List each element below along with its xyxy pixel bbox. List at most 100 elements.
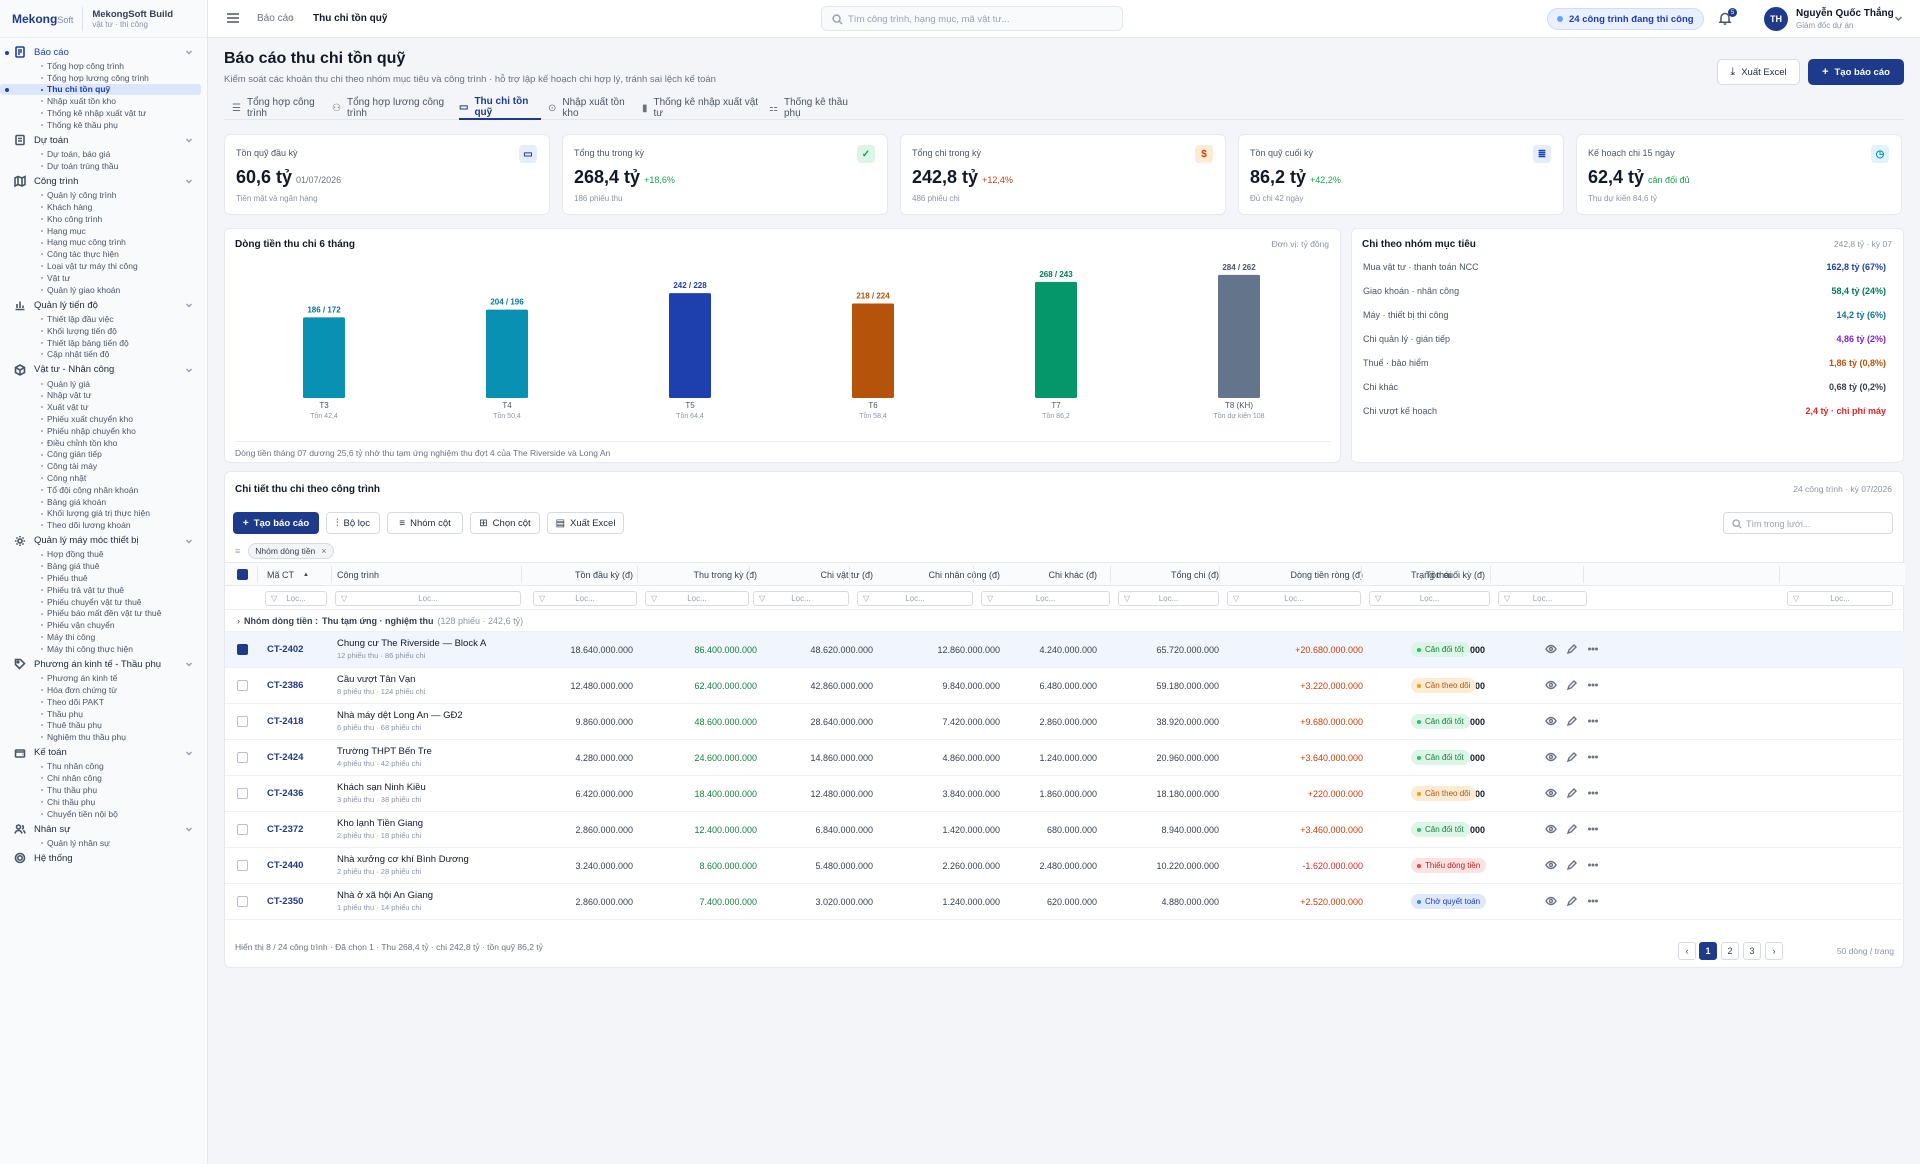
prev-page-button[interactable]: ‹	[1678, 942, 1696, 960]
sidebar-item[interactable]: Tổng hợp công trình	[0, 60, 207, 72]
sidebar-item[interactable]: Theo dõi lương khoán	[0, 519, 207, 531]
eye-icon[interactable]	[1545, 823, 1557, 835]
more-icon[interactable]	[1587, 859, 1599, 871]
chevron-down-icon[interactable]	[185, 48, 193, 56]
sidebar-item[interactable]: Quản lý nhân sự	[0, 837, 207, 849]
eye-icon[interactable]	[1545, 787, 1557, 799]
logo[interactable]: MekongSoft	[12, 11, 74, 26]
sidebar-item[interactable]: Thu nhân công	[0, 761, 207, 773]
sidebar-item[interactable]: Tổng hợp lương công trình	[0, 72, 207, 84]
column-header-3[interactable]: Thu trong kỳ (đ)	[693, 570, 757, 580]
sidebar-item[interactable]: Theo dõi PAKT	[0, 696, 207, 708]
bell-icon[interactable]	[1718, 11, 1732, 25]
edit-icon[interactable]	[1566, 787, 1578, 799]
column-filter-input[interactable]: ▽ Lọc...	[1369, 591, 1490, 606]
column-header-9[interactable]: Tồn cuối kỳ (đ)	[1425, 570, 1485, 580]
eye-icon[interactable]	[1545, 643, 1557, 655]
sidebar-item[interactable]: Loại vật tư máy thi công	[0, 260, 207, 272]
page-button-1[interactable]: 1	[1699, 942, 1717, 960]
sidebar-item[interactable]: Công nhật	[0, 472, 207, 484]
project-code-link[interactable]: CT-2436	[267, 788, 304, 799]
chevron-down-icon[interactable]	[185, 366, 193, 374]
chart-bar-0[interactable]	[303, 317, 345, 398]
sidebar-item[interactable]: Phiếu vận chuyển	[0, 619, 207, 631]
sidebar-item[interactable]: Phiếu báo mất đền vật tư thuê	[0, 608, 207, 620]
row-checkbox[interactable]	[237, 680, 248, 691]
sidebar-group-0[interactable]: Báo cáo	[0, 44, 207, 60]
sidebar-item[interactable]: Thu thầu phụ	[0, 784, 207, 796]
project-code-link[interactable]: CT-2372	[267, 824, 304, 835]
column-filter-input[interactable]: ▽ Lọc...	[1787, 591, 1893, 606]
edit-icon[interactable]	[1566, 715, 1578, 727]
category-row[interactable]: Chi vượt kế hoạch 2,4 tỷ · chỉ phí máy	[1363, 406, 1886, 424]
sidebar-group-2[interactable]: Công trình	[0, 173, 207, 189]
category-row[interactable]: Chi quản lý · gián tiếp 4,86 tỷ (2%)	[1363, 334, 1886, 352]
more-icon[interactable]	[1587, 751, 1599, 763]
filter-button[interactable]: ⫶ Bộ lọc	[326, 512, 380, 534]
sidebar-item[interactable]: Nhập xuất tồn kho	[0, 95, 207, 107]
table-row[interactable]: CT-2372 Kho lạnh Tiền Giang 2 phiếu thu · …	[225, 812, 1905, 848]
global-search-input[interactable]	[848, 11, 1108, 27]
menu-icon[interactable]	[226, 12, 240, 24]
project-code-link[interactable]: CT-2386	[267, 680, 304, 691]
page-button-3[interactable]: 3	[1743, 942, 1761, 960]
sidebar-item[interactable]: Tổ đội công nhân khoán	[0, 484, 207, 496]
chevron-down-icon[interactable]	[185, 660, 193, 668]
sidebar-item[interactable]: Công gián tiếp	[0, 449, 207, 461]
project-code-link[interactable]: CT-2350	[267, 896, 304, 907]
sidebar-item[interactable]: Cập nhật tiến độ	[0, 348, 207, 360]
grid-search[interactable]	[1723, 512, 1893, 534]
edit-icon[interactable]	[1566, 895, 1578, 907]
sidebar-item[interactable]: Máy thi công	[0, 631, 207, 643]
chevron-down-icon[interactable]	[185, 537, 193, 545]
chevron-down-icon[interactable]	[185, 301, 193, 309]
sidebar-item[interactable]: Hợp đồng thuê	[0, 549, 207, 561]
sidebar-item[interactable]: Thống kê nhập xuất vật tư	[0, 107, 207, 119]
row-checkbox[interactable]	[237, 644, 248, 655]
eye-icon[interactable]	[1545, 715, 1557, 727]
table-row[interactable]: CT-2402 Chung cư The Riverside — Block A 1…	[225, 632, 1905, 668]
sidebar-item[interactable]: Thầu phụ	[0, 708, 207, 720]
sidebar-item[interactable]: Dự toán, báo giá	[0, 148, 207, 160]
category-row[interactable]: Mua vật tư · thanh toán NCC 162,8 tỷ (67%…	[1363, 262, 1886, 280]
column-filter-input[interactable]: ▽ Lọc...	[265, 591, 327, 606]
sidebar-item[interactable]: Khách hàng	[0, 201, 207, 213]
sidebar-item[interactable]: Chi nhân công	[0, 772, 207, 784]
eye-icon[interactable]	[1545, 751, 1557, 763]
column-header-1[interactable]: Công trình	[337, 570, 380, 580]
table-row[interactable]: CT-2418 Nhà máy dệt Long An — GĐ2 6 phiếu …	[225, 704, 1905, 740]
sidebar-group-8[interactable]: Nhân sự	[0, 821, 207, 837]
choose-columns-button[interactable]: ⊞ Chọn cột	[470, 512, 540, 534]
sidebar-item[interactable]: Phiếu nhập chuyển kho	[0, 425, 207, 437]
user-name[interactable]: Nguyễn Quốc Thắng	[1796, 8, 1894, 19]
sidebar-item[interactable]: Nhập vật tư	[0, 390, 207, 402]
edit-icon[interactable]	[1566, 751, 1578, 763]
eye-icon[interactable]	[1545, 859, 1557, 871]
sidebar-item[interactable]: Thiết lập bảng tiến độ	[0, 337, 207, 349]
project-code-link[interactable]: CT-2402	[267, 644, 304, 655]
sidebar-item[interactable]: Thống kê thầu phụ	[0, 119, 207, 131]
more-icon[interactable]	[1587, 787, 1599, 799]
edit-icon[interactable]	[1566, 643, 1578, 655]
group-chip[interactable]: Nhóm dòng tiền ×	[248, 543, 334, 559]
tab-2[interactable]: ▭ Thu chi tồn quỹ	[459, 96, 541, 120]
sidebar-item[interactable]: Phiếu xuất chuyển kho	[0, 413, 207, 425]
breadcrumb-reports[interactable]: Báo cáo	[257, 13, 294, 24]
edit-icon[interactable]	[1566, 823, 1578, 835]
column-filter-input[interactable]: ▽ Lọc...	[1498, 591, 1587, 606]
row-checkbox[interactable]	[237, 788, 248, 799]
sidebar-group-3[interactable]: Quản lý tiến độ	[0, 297, 207, 313]
avatar[interactable]: TH	[1764, 7, 1788, 31]
sidebar-group-7[interactable]: Kế toán	[0, 745, 207, 761]
sidebar-item[interactable]: Nghiệm thu thầu phụ	[0, 731, 207, 743]
column-filter-input[interactable]: ▽ Lọc...	[857, 591, 973, 606]
global-search[interactable]	[821, 6, 1123, 31]
select-all-checkbox[interactable]	[237, 569, 248, 580]
sidebar-item[interactable]: Quản lý giao khoán	[0, 284, 207, 296]
chevron-down-icon[interactable]	[185, 749, 193, 757]
more-icon[interactable]	[1587, 715, 1599, 727]
group-columns-button[interactable]: ≡ Nhóm cột	[387, 512, 463, 534]
row-checkbox[interactable]	[237, 716, 248, 727]
column-header-10[interactable]: Trạng thái	[1411, 570, 1452, 580]
close-icon[interactable]: ×	[321, 546, 327, 556]
